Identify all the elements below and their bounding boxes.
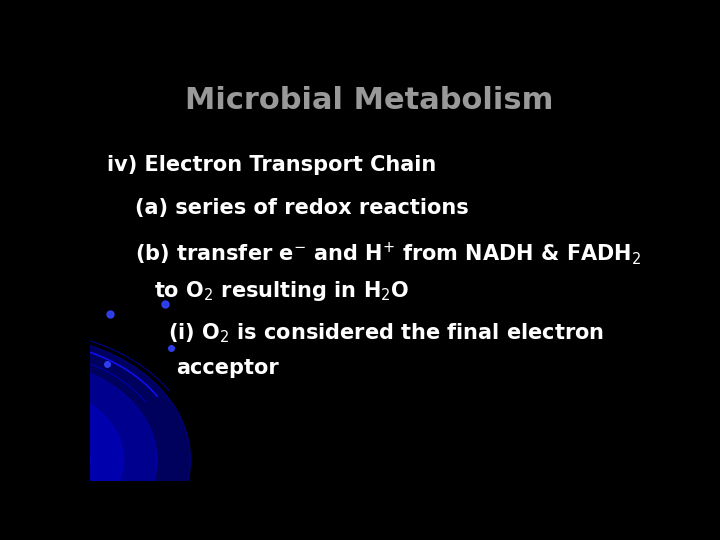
Circle shape bbox=[0, 435, 57, 485]
Circle shape bbox=[0, 360, 157, 540]
Text: to O$_{2}$ resulting in H$_{2}$O: to O$_{2}$ resulting in H$_{2}$O bbox=[154, 279, 410, 303]
Text: iv) Electron Transport Chain: iv) Electron Transport Chain bbox=[107, 154, 436, 174]
Circle shape bbox=[0, 385, 124, 535]
Circle shape bbox=[0, 410, 90, 510]
Text: (b) transfer e$^{-}$ and H$^{+}$ from NADH & FADH$_{2}$: (b) transfer e$^{-}$ and H$^{+}$ from NA… bbox=[135, 240, 641, 267]
Text: (i) O$_{2}$ is considered the final electron: (i) O$_{2}$ is considered the final elec… bbox=[168, 321, 604, 345]
Text: acceptor: acceptor bbox=[176, 359, 279, 379]
Text: (a) series of redox reactions: (a) series of redox reactions bbox=[135, 198, 469, 218]
Circle shape bbox=[0, 335, 190, 540]
Text: Microbial Metabolism: Microbial Metabolism bbox=[185, 86, 553, 114]
